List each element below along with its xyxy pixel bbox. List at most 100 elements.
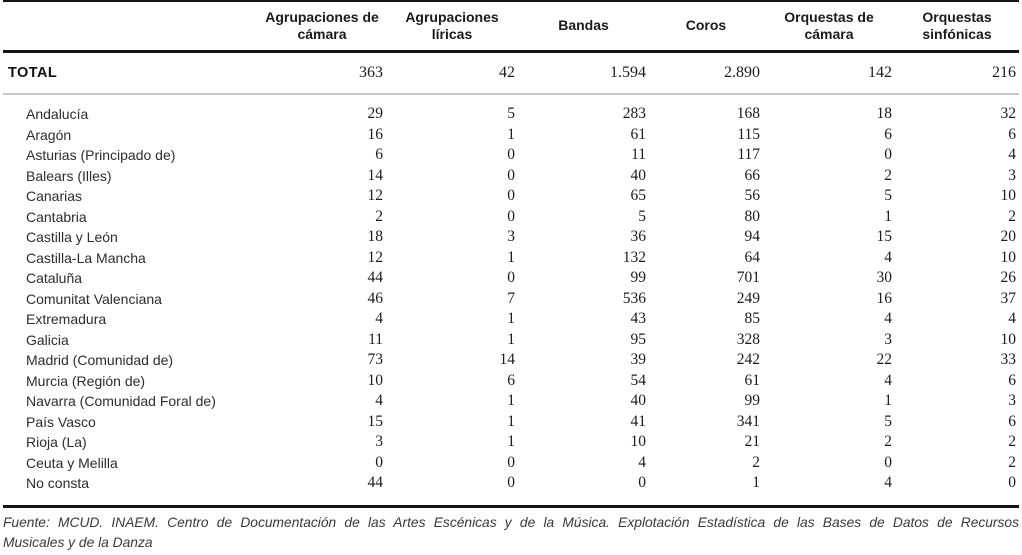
total-value-cell: 2.890	[649, 51, 763, 95]
value-cell: 15	[876, 228, 893, 246]
value-cell: 0	[507, 269, 515, 287]
table-row: No consta 44 0 0 1 4 0	[3, 473, 1019, 506]
value-cell: 66	[744, 166, 761, 184]
value-cell: 701	[736, 269, 760, 287]
value-cell: 10	[1000, 330, 1017, 348]
table-row: Navarra (Comunidad Foral de) 4 1 40 99 1 3	[3, 391, 1019, 412]
value-cell: 2	[375, 207, 383, 225]
value-cell: 94	[744, 228, 761, 246]
region-label: Navarra (Comunidad Foral de)	[26, 393, 216, 410]
table-row: Murcia (Región de) 10 6 54 61 4 6	[3, 371, 1019, 392]
value-cell: 0	[507, 207, 515, 225]
value-cell: 1	[507, 248, 515, 266]
value-cell: 1	[507, 412, 515, 430]
value-cell: 4	[884, 248, 892, 266]
value-cell: 115	[737, 125, 760, 143]
value-cell: 65	[630, 187, 647, 205]
value-cell: 2	[1008, 433, 1016, 451]
value-cell: 10	[630, 433, 647, 451]
region-label: Andalucía	[26, 106, 89, 123]
region-label: Cataluña	[26, 270, 83, 287]
value-cell: 242	[736, 351, 760, 369]
total-value-cell: 42	[386, 51, 518, 95]
value-cell: 14	[367, 166, 384, 184]
value-cell: 40	[630, 166, 647, 184]
value-cell: 73	[367, 351, 384, 369]
value-cell: 5	[507, 105, 515, 123]
value-cell: 36	[630, 228, 647, 246]
value-cell: 1	[884, 392, 892, 410]
value-cell: 37	[1000, 289, 1017, 307]
value-cell: 80	[744, 207, 761, 225]
region-label: Asturias (Principado de)	[26, 147, 176, 164]
value-cell: 0	[507, 166, 515, 184]
total-row: TOTAL 363 42 1.594 2.890 142 216	[3, 51, 1019, 95]
table-row: Castilla-La Mancha 12 1 132 64 4 10	[3, 248, 1019, 269]
value-cell: 5	[638, 207, 646, 225]
total-value-cell: 216	[895, 51, 1019, 95]
value-cell: 18	[367, 228, 384, 246]
value-cell: 283	[622, 105, 646, 123]
value-cell: 4	[1008, 146, 1016, 164]
region-label: Madrid (Comunidad de)	[26, 352, 174, 369]
value-cell: 3	[1008, 166, 1016, 184]
region-label: Balears (Illes)	[26, 167, 112, 184]
value-cell: 132	[622, 248, 646, 266]
total-label: TOTAL	[3, 51, 258, 95]
region-rows: Andalucía 29 5 283 168 18 32 Aragón 16 1 61 115 6 6 As…	[3, 94, 1019, 506]
value-cell: 4	[884, 474, 892, 492]
table-row: Ceuta y Melilla 0 0 4 2 0 2	[3, 453, 1019, 474]
value-cell: 30	[876, 269, 893, 287]
value-cell: 3	[507, 228, 515, 246]
value-cell: 12	[367, 187, 384, 205]
value-cell: 64	[744, 248, 761, 266]
value-cell: 5	[884, 412, 892, 430]
value-cell: 26	[1000, 269, 1017, 287]
table-row: Asturias (Principado de) 6 0 11 117 0 4	[3, 145, 1019, 166]
value-cell: 95	[630, 330, 647, 348]
region-label: Aragón	[26, 126, 72, 143]
table-row: Comunitat Valenciana 46 7 536 249 16 37	[3, 289, 1019, 310]
value-cell: 11	[631, 146, 646, 164]
table-header: Agrupaciones de cámara Agrupaciones líri…	[3, 1, 1019, 53]
table-row: Madrid (Comunidad de) 73 14 39 242 22 33	[3, 350, 1019, 371]
value-cell: 6	[884, 125, 892, 143]
value-cell: 44	[367, 474, 384, 492]
value-cell: 61	[744, 371, 761, 389]
value-cell: 16	[367, 125, 384, 143]
total-value-cell: 363	[258, 51, 386, 95]
value-cell: 85	[744, 310, 761, 328]
column-header-orquestas-sinfonicas: Orquestas sinfónicas	[895, 1, 1019, 53]
value-cell: 40	[630, 392, 647, 410]
region-label: País Vasco	[26, 413, 96, 430]
value-cell: 4	[375, 310, 383, 328]
value-cell: 56	[744, 187, 761, 205]
value-cell: 1	[752, 474, 760, 492]
table-row: Galicia 11 1 95 328 3 10	[3, 330, 1019, 351]
value-cell: 2	[884, 166, 892, 184]
value-cell: 0	[375, 453, 383, 471]
music-groups-by-region-table: Agrupaciones de cámara Agrupaciones líri…	[3, 0, 1019, 508]
source-note-line2: Musicales y de la Danza	[3, 535, 153, 551]
value-cell: 44	[367, 269, 384, 287]
table-row: País Vasco 15 1 41 341 5 6	[3, 412, 1019, 433]
value-cell: 20	[1000, 228, 1017, 246]
value-cell: 11	[368, 330, 383, 348]
total-value-cell: 1.594	[518, 51, 649, 95]
table-row: Cantabria 2 0 5 80 1 2	[3, 207, 1019, 228]
region-label: Canarias	[26, 188, 83, 205]
region-label: Murcia (Región de)	[26, 372, 146, 389]
value-cell: 6	[1008, 125, 1016, 143]
value-cell: 10	[367, 371, 384, 389]
region-label: Comunitat Valenciana	[26, 290, 162, 307]
value-cell: 0	[507, 187, 515, 205]
header-row: Agrupaciones de cámara Agrupaciones líri…	[3, 1, 1019, 53]
value-cell: 341	[736, 412, 760, 430]
value-cell: 10	[1000, 187, 1017, 205]
value-cell: 2	[1008, 207, 1016, 225]
region-label: Rioja (La)	[26, 434, 87, 451]
table-row: Andalucía 29 5 283 168 18 32	[3, 94, 1019, 125]
column-header-bandas: Bandas	[518, 1, 649, 53]
column-header-agrupaciones-liricas: Agrupaciones líricas	[386, 1, 518, 53]
header-empty-cell	[3, 1, 258, 53]
